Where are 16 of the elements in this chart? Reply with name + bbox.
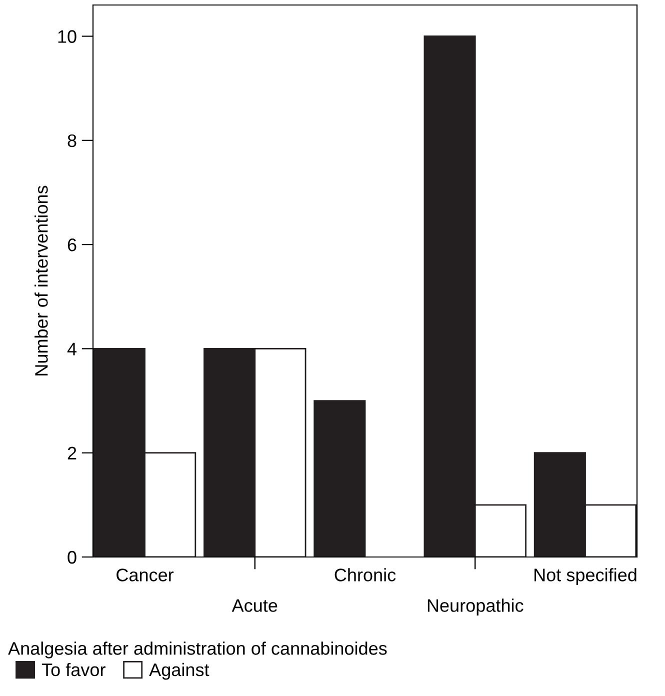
y-tick-label: 0 xyxy=(68,550,76,564)
y-tick-label: 4 xyxy=(67,342,76,356)
x-tick-label: Acute xyxy=(232,599,278,612)
x-tick-label: Not specified xyxy=(534,568,636,585)
y-axis-title: Number of interventions xyxy=(34,186,48,376)
x-axis-title: Analgesia after administration of cannabinoides xyxy=(8,642,387,658)
y-tick-label: 2 xyxy=(68,446,76,460)
x-tick-label: Neuropathic xyxy=(428,598,524,616)
bar xyxy=(314,400,366,557)
legend-label: To favor xyxy=(42,662,106,676)
x-tick-label: Chronic xyxy=(334,568,396,582)
y-tick-label: 6 xyxy=(68,238,76,252)
legend-label: Against xyxy=(149,662,210,680)
y-tick-label: 10 xyxy=(58,30,76,43)
x-tick-label: Cancer xyxy=(116,568,174,582)
y-tick-label: 8 xyxy=(68,134,76,148)
